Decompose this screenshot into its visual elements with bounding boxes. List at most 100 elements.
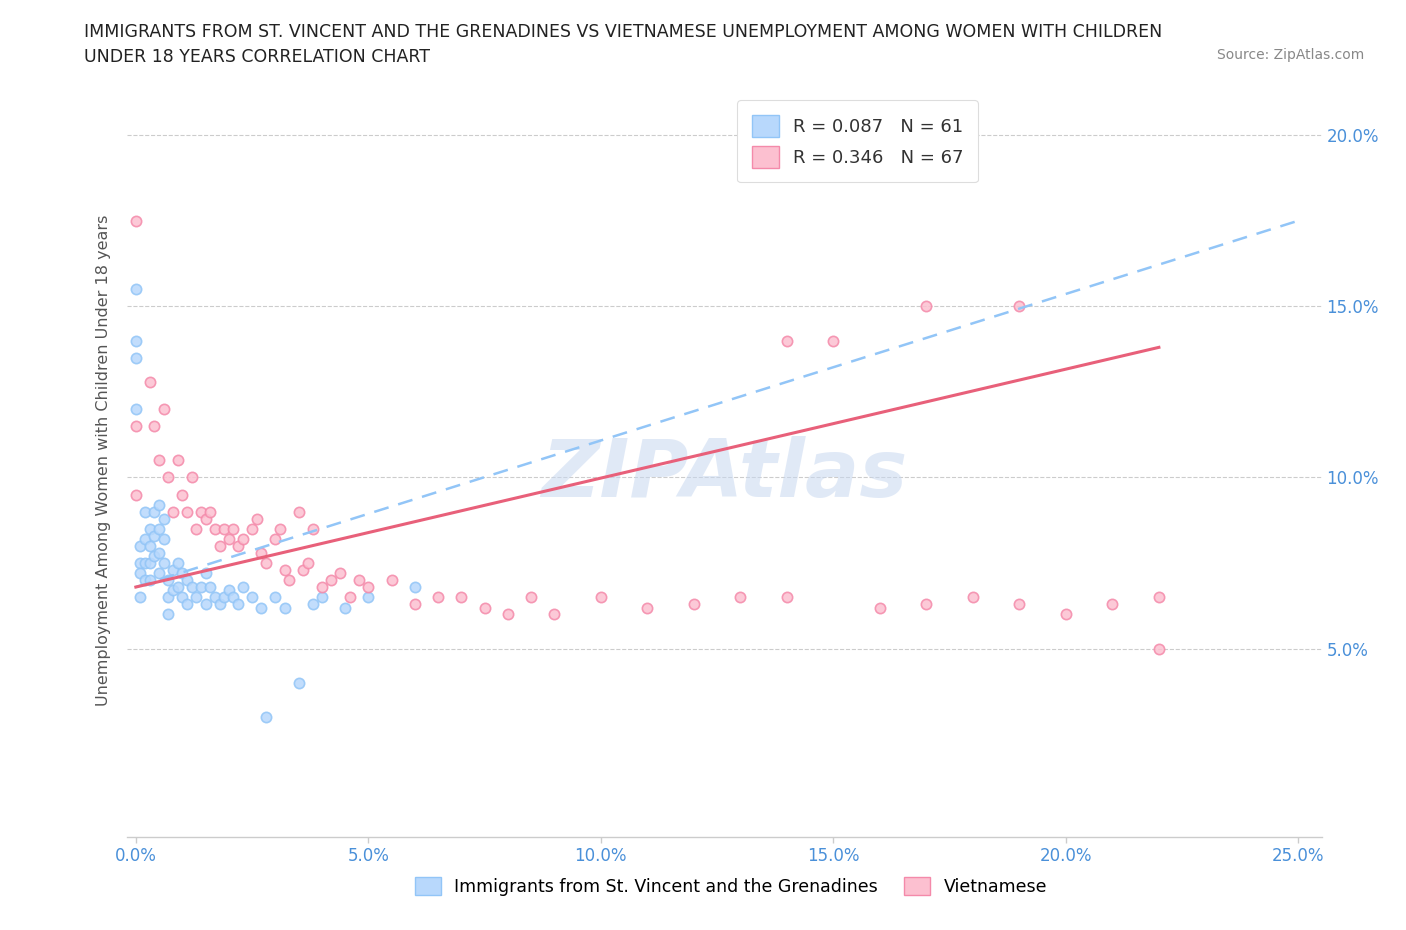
Point bbox=[292, 563, 315, 578]
Point bbox=[218, 583, 240, 598]
Point bbox=[152, 532, 174, 547]
Text: Source: ZipAtlas.com: Source: ZipAtlas.com bbox=[1216, 48, 1364, 62]
Point bbox=[125, 351, 148, 365]
Point bbox=[186, 522, 208, 537]
Point bbox=[129, 555, 152, 570]
Point bbox=[162, 504, 184, 519]
Point bbox=[194, 512, 217, 526]
Point bbox=[208, 538, 231, 553]
Point bbox=[162, 583, 184, 598]
Point bbox=[240, 522, 263, 537]
Point bbox=[730, 590, 752, 604]
Point bbox=[186, 590, 208, 604]
Point bbox=[162, 563, 184, 578]
Point bbox=[148, 545, 170, 560]
Point bbox=[129, 590, 152, 604]
Text: UNDER 18 YEARS CORRELATION CHART: UNDER 18 YEARS CORRELATION CHART bbox=[84, 48, 430, 66]
Point bbox=[683, 597, 706, 612]
Point bbox=[139, 555, 162, 570]
Point bbox=[543, 607, 565, 622]
Point bbox=[823, 333, 845, 348]
Point bbox=[301, 522, 323, 537]
Point bbox=[148, 498, 170, 512]
Point bbox=[134, 504, 156, 519]
Point bbox=[180, 579, 202, 594]
Y-axis label: Unemployment Among Women with Children Under 18 years: Unemployment Among Women with Children U… bbox=[96, 215, 111, 706]
Point bbox=[915, 597, 938, 612]
Point bbox=[148, 565, 170, 580]
Point bbox=[232, 579, 254, 594]
Point bbox=[636, 600, 658, 615]
Point bbox=[125, 418, 148, 433]
Point bbox=[273, 563, 295, 578]
Point bbox=[129, 538, 152, 553]
Point bbox=[404, 597, 426, 612]
Point bbox=[254, 555, 277, 570]
Point bbox=[218, 532, 240, 547]
Point bbox=[172, 590, 194, 604]
Point bbox=[190, 504, 212, 519]
Point bbox=[176, 573, 198, 588]
Legend: R = 0.087   N = 61, R = 0.346   N = 67: R = 0.087 N = 61, R = 0.346 N = 67 bbox=[737, 100, 979, 182]
Point bbox=[134, 573, 156, 588]
Point bbox=[190, 579, 212, 594]
Point bbox=[250, 600, 273, 615]
Point bbox=[869, 600, 891, 615]
Point bbox=[143, 504, 166, 519]
Point bbox=[134, 555, 156, 570]
Point bbox=[152, 555, 174, 570]
Point bbox=[143, 549, 166, 564]
Point bbox=[589, 590, 612, 604]
Point bbox=[148, 522, 170, 537]
Point bbox=[157, 590, 180, 604]
Point bbox=[212, 522, 235, 537]
Point bbox=[520, 590, 543, 604]
Point bbox=[157, 573, 180, 588]
Point bbox=[125, 333, 148, 348]
Point bbox=[311, 590, 333, 604]
Point bbox=[496, 607, 519, 622]
Point bbox=[240, 590, 263, 604]
Point bbox=[776, 590, 799, 604]
Point bbox=[222, 590, 245, 604]
Point bbox=[148, 453, 170, 468]
Point bbox=[962, 590, 984, 604]
Point bbox=[1101, 597, 1123, 612]
Point bbox=[404, 579, 426, 594]
Point bbox=[1147, 642, 1170, 657]
Point bbox=[157, 470, 180, 485]
Point bbox=[172, 565, 194, 580]
Point bbox=[152, 402, 174, 417]
Point bbox=[474, 600, 496, 615]
Point bbox=[226, 597, 249, 612]
Point bbox=[129, 565, 152, 580]
Point bbox=[166, 555, 188, 570]
Point bbox=[232, 532, 254, 547]
Point bbox=[200, 504, 222, 519]
Point bbox=[273, 600, 295, 615]
Point bbox=[204, 590, 226, 604]
Point bbox=[139, 522, 162, 537]
Point bbox=[194, 597, 217, 612]
Point bbox=[166, 579, 188, 594]
Point bbox=[139, 374, 162, 389]
Point bbox=[347, 573, 370, 588]
Point bbox=[246, 512, 269, 526]
Point bbox=[1008, 299, 1031, 313]
Point bbox=[339, 590, 361, 604]
Point bbox=[143, 418, 166, 433]
Point bbox=[226, 538, 249, 553]
Point bbox=[357, 590, 380, 604]
Point bbox=[357, 579, 380, 594]
Point bbox=[450, 590, 472, 604]
Point bbox=[134, 532, 156, 547]
Point bbox=[125, 282, 148, 297]
Point bbox=[166, 453, 188, 468]
Point bbox=[329, 565, 352, 580]
Point bbox=[321, 573, 343, 588]
Point bbox=[1147, 590, 1170, 604]
Point bbox=[194, 565, 217, 580]
Point bbox=[212, 590, 235, 604]
Point bbox=[152, 512, 174, 526]
Point bbox=[254, 710, 277, 724]
